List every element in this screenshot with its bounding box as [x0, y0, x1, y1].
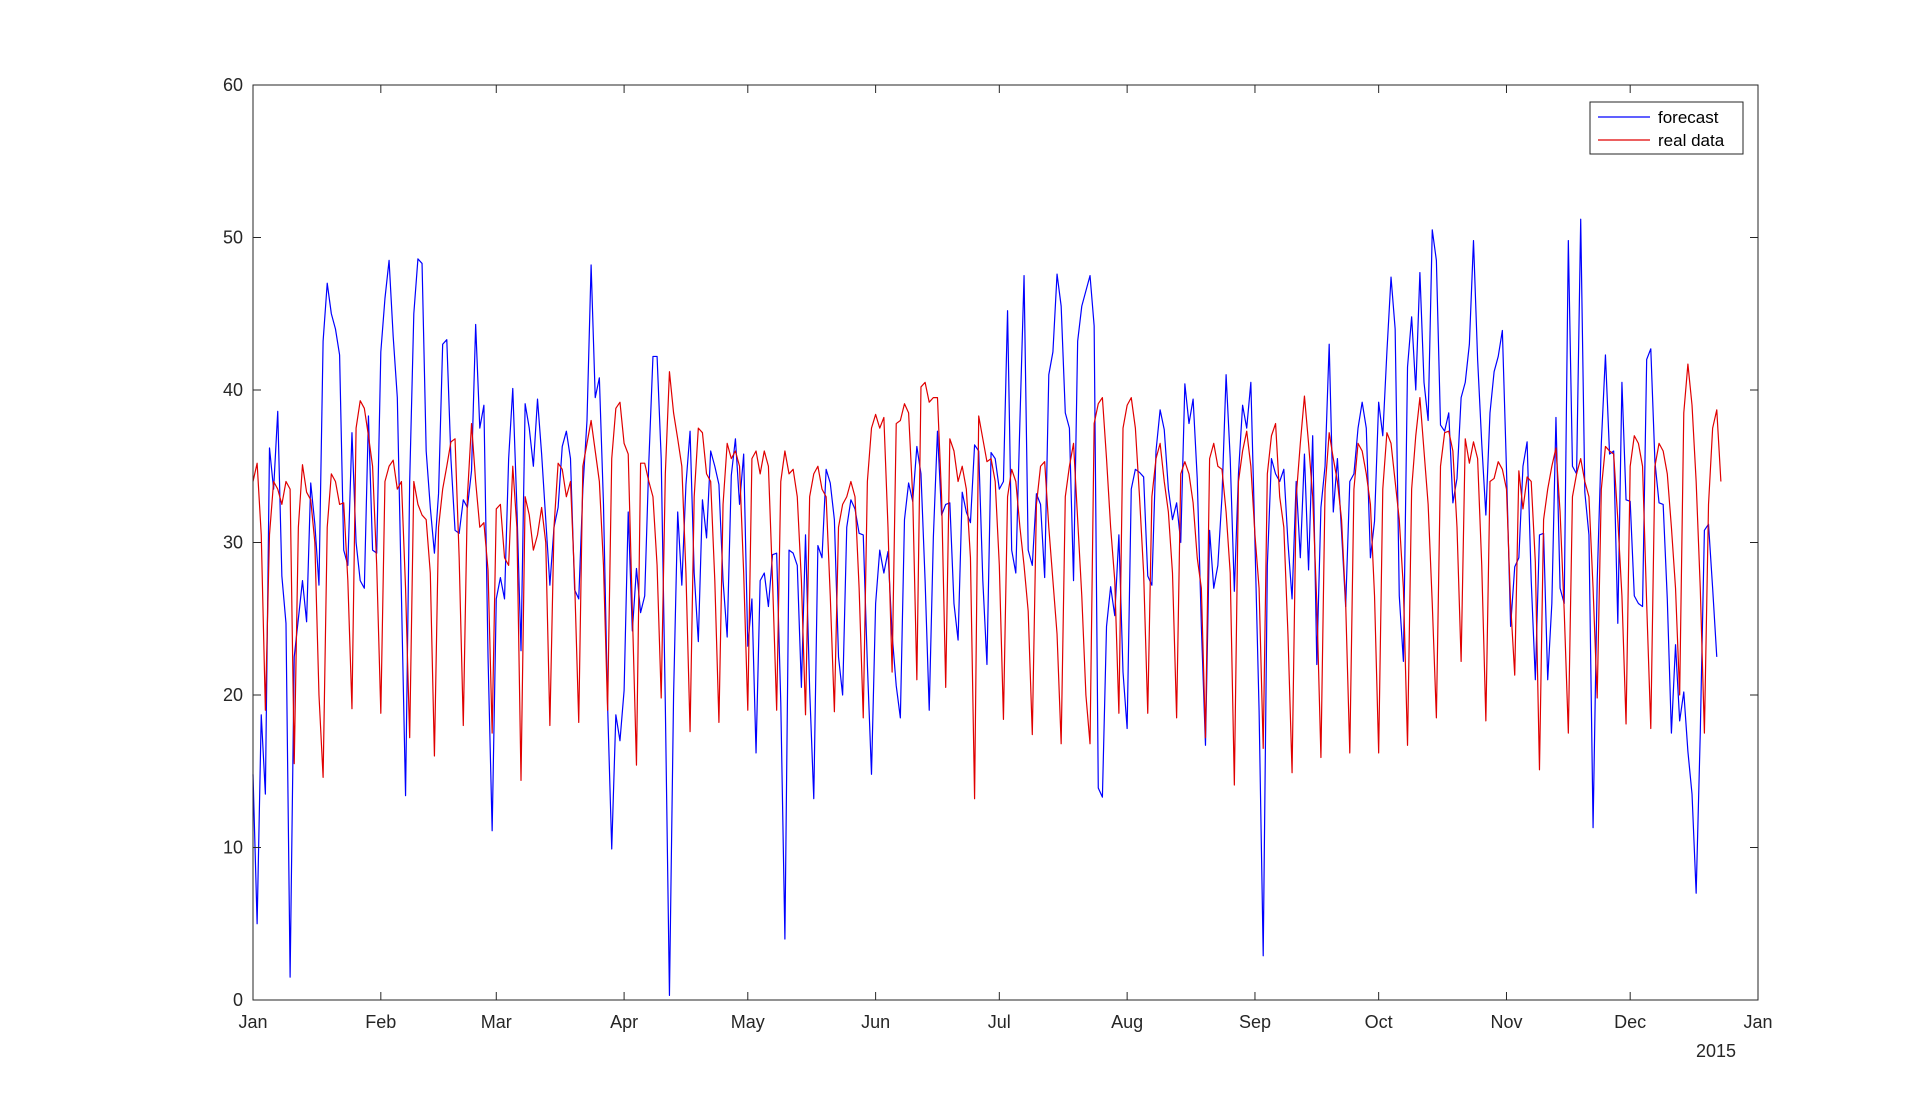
tick-layer [252, 84, 1759, 1001]
x-tick-label: Jan [1743, 1012, 1772, 1032]
x-tick-label: Feb [365, 1012, 396, 1032]
x-year-label: 2015 [1696, 1041, 1736, 1061]
series-layer [252, 218, 1722, 997]
x-tick-label: Dec [1614, 1012, 1646, 1032]
legend-label: forecast [1658, 108, 1719, 127]
legend-item-real-data: real data [1598, 131, 1725, 150]
x-tick-label: Mar [481, 1012, 512, 1032]
y-tick-label: 30 [223, 533, 243, 553]
x-tick-label: Aug [1111, 1012, 1143, 1032]
series-line-forecast [252, 218, 1718, 997]
y-tick-label: 10 [223, 838, 243, 858]
y-tick-label: 40 [223, 380, 243, 400]
y-tick-label: 0 [233, 990, 243, 1010]
x-tick-labels: Jan Feb Mar Apr May Jun Jul Aug Sep Oct Nov Dec Jan [238, 1012, 1772, 1032]
legend-box [1589, 101, 1744, 155]
y-tick-labels: 0 10 20 30 40 50 60 [223, 75, 243, 1010]
x-tick-label: Apr [610, 1012, 638, 1032]
x-tick-label: May [731, 1012, 765, 1032]
legend-label: real data [1658, 131, 1725, 150]
y-tick-label: 20 [223, 685, 243, 705]
series-line-real-data [252, 363, 1722, 800]
y-tick-label: 60 [223, 75, 243, 95]
x-tick-label: Jan [238, 1012, 267, 1032]
legend-items: forecast real data [1598, 108, 1725, 150]
x-tick-label: Sep [1239, 1012, 1271, 1032]
x-tick-label: Oct [1365, 1012, 1393, 1032]
y-tick-label: 50 [223, 228, 243, 248]
legend-item-forecast: forecast [1598, 108, 1719, 127]
x-tick-label: Jun [861, 1012, 890, 1032]
x-tick-label: Nov [1490, 1012, 1522, 1032]
x-tick-label: Jul [988, 1012, 1011, 1032]
legend: forecast real data [1589, 101, 1744, 155]
